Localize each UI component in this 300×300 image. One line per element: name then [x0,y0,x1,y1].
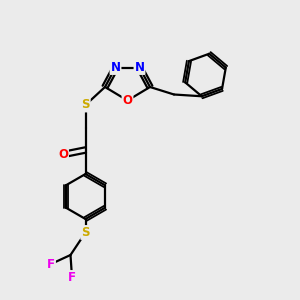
Text: N: N [110,61,121,74]
Text: O: O [122,94,133,107]
Text: F: F [68,271,76,284]
Text: S: S [81,226,90,239]
Text: N: N [134,61,145,74]
Text: O: O [58,148,68,161]
Text: F: F [47,257,55,271]
Text: S: S [81,98,90,112]
